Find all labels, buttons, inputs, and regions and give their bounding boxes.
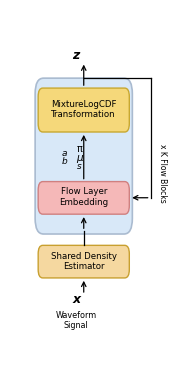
Text: Flow Layer
Embedding: Flow Layer Embedding — [59, 187, 108, 207]
Text: Waveform
Signal: Waveform Signal — [55, 311, 97, 330]
FancyBboxPatch shape — [38, 245, 129, 278]
FancyBboxPatch shape — [35, 78, 132, 234]
FancyBboxPatch shape — [38, 88, 129, 132]
Text: z: z — [73, 49, 80, 62]
Text: s: s — [77, 162, 82, 171]
Text: π: π — [76, 144, 82, 154]
Text: MixtureLogCDF
Transformation: MixtureLogCDF Transformation — [51, 100, 116, 119]
Text: b: b — [62, 157, 68, 166]
Text: a: a — [62, 149, 67, 158]
Text: x: x — [72, 293, 80, 306]
FancyBboxPatch shape — [38, 181, 129, 214]
Text: μ: μ — [76, 152, 83, 163]
Text: Shared Density
Estimator: Shared Density Estimator — [51, 252, 117, 271]
Text: x K Flow Blocks: x K Flow Blocks — [158, 144, 167, 202]
